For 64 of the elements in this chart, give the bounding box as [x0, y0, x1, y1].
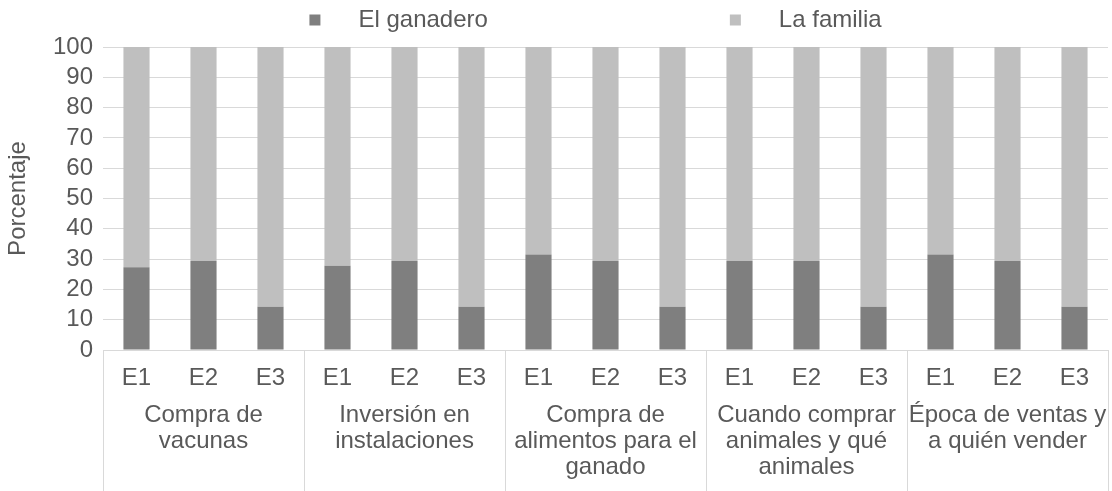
bar: [793, 47, 820, 261]
bar: [525, 47, 552, 255]
bar: [860, 47, 887, 307]
bar: [1061, 47, 1088, 307]
bar: [726, 260, 753, 350]
x-tick-label: E1: [925, 363, 956, 391]
x-tick-label: E3: [456, 363, 487, 391]
bar: [123, 47, 150, 268]
bar: [994, 260, 1021, 350]
text: Compra de vacunas: [144, 399, 263, 453]
x-tick-label: E2: [590, 363, 621, 391]
x-tick-label: E1: [322, 363, 353, 391]
bar: [257, 47, 284, 307]
bar: [592, 47, 619, 261]
bar: [659, 47, 686, 307]
bar: [391, 47, 418, 261]
y-tick-label: 10: [66, 304, 93, 332]
x-tick-label: E2: [791, 363, 822, 391]
y-tick-label: 50: [66, 183, 93, 211]
text: Compra de alimentos para el ganado: [514, 399, 697, 479]
x-tick-label: E3: [1059, 363, 1090, 391]
y-axis-title: Porcentaje: [3, 141, 31, 256]
bar: [592, 260, 619, 350]
bar: [190, 47, 217, 261]
bar: [391, 260, 418, 350]
x-tick-label: E1: [121, 363, 152, 391]
y-tick-label: 90: [66, 61, 93, 89]
x-tick-label: E2: [992, 363, 1023, 391]
y-tick-label: 20: [66, 274, 93, 302]
y-tick-label: 40: [66, 213, 93, 241]
bar: [927, 47, 954, 255]
legend-label: El ganadero: [358, 4, 488, 32]
bar: [793, 260, 820, 350]
bar: [324, 47, 351, 266]
legend-label: La familia: [778, 4, 883, 32]
text: Época de ventas y a quién vender: [908, 399, 1107, 453]
y-tick-label: 30: [66, 243, 93, 271]
x-tick-label: E1: [724, 363, 755, 391]
bar: [860, 306, 887, 350]
text: Inversión en instalaciones: [335, 399, 474, 453]
x-tick-label: E3: [858, 363, 889, 391]
bar: [525, 254, 552, 350]
y-tick-label: 70: [66, 122, 93, 150]
bar: [458, 47, 485, 307]
bar: [257, 306, 284, 350]
bar: [123, 267, 150, 350]
bar: [1061, 306, 1088, 350]
y-tick-label: 100: [52, 31, 93, 59]
bar: [994, 47, 1021, 261]
x-tick-label: E2: [389, 363, 420, 391]
text: Cuando comprar animales y qué animales: [717, 399, 896, 479]
bar: [726, 47, 753, 261]
y-tick-label: 0: [79, 334, 93, 362]
bar: [927, 254, 954, 350]
bar: [190, 260, 217, 350]
bar: [659, 306, 686, 350]
x-tick-label: E1: [523, 363, 554, 391]
y-tick-label: 60: [66, 152, 93, 180]
bar: [324, 265, 351, 350]
y-tick-label: 80: [66, 92, 93, 120]
x-tick-label: E2: [188, 363, 219, 391]
x-tick-label: E3: [255, 363, 286, 391]
x-tick-label: E3: [657, 363, 688, 391]
bar: [458, 306, 485, 350]
